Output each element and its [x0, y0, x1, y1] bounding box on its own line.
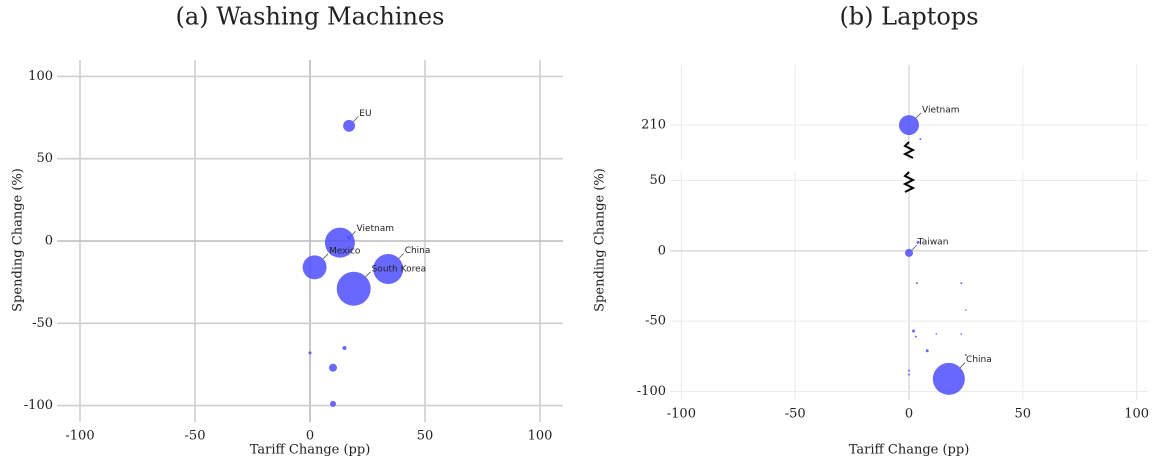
y-tick-label: 50: [36, 151, 53, 166]
label-leader: [915, 112, 922, 119]
bubble: [908, 373, 910, 376]
bubble: [932, 362, 965, 395]
x-tick-label: 0: [306, 429, 314, 444]
point-label: Taiwan: [917, 238, 949, 248]
bubble: [960, 333, 963, 335]
x-tick-label: 50: [417, 429, 434, 444]
bubble: [330, 400, 336, 407]
point-label: EU: [359, 109, 371, 119]
y-tick-label: 0: [658, 243, 666, 258]
x-tick-label: -50: [785, 407, 806, 422]
x-tick-label: 100: [528, 429, 553, 444]
bubble: [915, 282, 918, 285]
axis-break: [902, 171, 916, 193]
bubble: [342, 345, 347, 350]
bubble: [960, 282, 963, 285]
bubble: [302, 255, 327, 280]
x-tick-label: -50: [185, 429, 206, 444]
label-leader: [911, 244, 918, 251]
point-label: China: [966, 355, 992, 365]
bubble: [964, 353, 967, 356]
bubble: [935, 333, 938, 335]
x-tick-label: -100: [667, 407, 696, 422]
y-tick-label: 100: [28, 69, 53, 84]
bubble: [899, 115, 919, 136]
point-label: South Korea: [372, 264, 427, 274]
bubble: [308, 351, 312, 355]
point-label: Vietnam: [922, 106, 960, 116]
bubble: [373, 253, 404, 284]
point-label: Vietnam: [357, 224, 395, 234]
y-tick-label: -100: [24, 398, 53, 413]
bubble: [343, 119, 356, 132]
point-label: China: [405, 246, 431, 256]
y-tick-label: 0: [45, 234, 53, 249]
point-label: Mexico: [329, 246, 361, 256]
y-tick-label: 210: [641, 118, 666, 133]
x-axis-label: Tariff Change (pp): [250, 443, 371, 458]
y-tick-label: -50: [645, 314, 666, 329]
y-axis-label: Spending Change (%): [593, 168, 608, 312]
label-leader: [322, 253, 329, 260]
y-tick-label: -100: [637, 384, 666, 399]
label-leader: [353, 116, 359, 122]
x-tick-label: 100: [1124, 407, 1149, 422]
x-axis-label: Tariff Change (pp): [849, 443, 970, 458]
y-tick-label: 50: [649, 173, 666, 188]
axis-break: [902, 141, 916, 159]
y-tick-label: -50: [32, 316, 53, 331]
bubble: [329, 363, 337, 372]
x-tick-label: -100: [65, 429, 94, 444]
bubble: [914, 335, 917, 338]
label-leader: [959, 362, 966, 368]
chart-title: (b) Laptops: [839, 3, 978, 31]
bubble: [912, 329, 916, 333]
label-leader: [365, 271, 371, 278]
bubble: [908, 369, 910, 372]
label-leader: [398, 253, 404, 259]
y-axis-label: Spending Change (%): [11, 168, 26, 312]
chart-title: (a) Washing Machines: [176, 3, 445, 31]
bubble: [925, 349, 929, 353]
bubble: [916, 240, 920, 244]
bubble: [336, 271, 371, 306]
bubble: [324, 227, 355, 258]
x-tick-label: 0: [905, 407, 913, 422]
x-tick-label: 50: [1015, 407, 1032, 422]
bubble: [905, 248, 913, 257]
bubble: [965, 309, 967, 311]
bubble: [919, 138, 922, 141]
